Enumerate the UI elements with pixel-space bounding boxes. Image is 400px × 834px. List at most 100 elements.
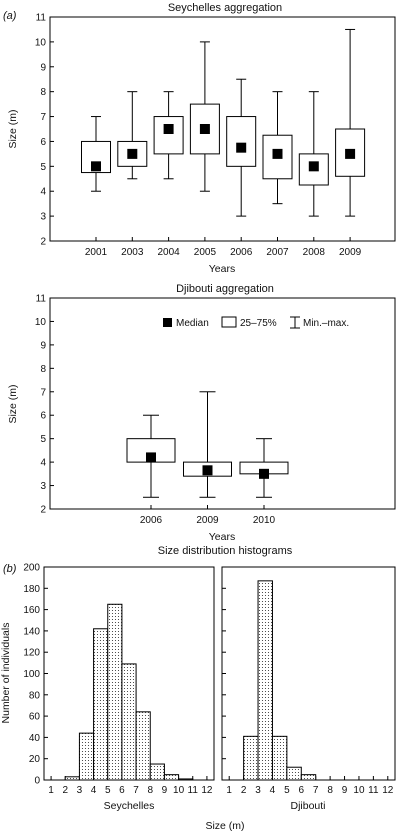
seychelles-hist-bar	[163, 774, 180, 781]
histograms-x-label: Size (m)	[205, 820, 244, 832]
seychelles-hist-y-tick-label: 200	[23, 563, 40, 574]
djibouti-y-tick-label: 7	[40, 387, 46, 398]
djibouti-hist-x-tick-label: 9	[342, 785, 348, 796]
seychelles-title: Seychelles aggregation	[168, 2, 282, 14]
seychelles-hist-y-tick-label: 0	[34, 776, 40, 787]
seychelles-plot-frame	[49, 16, 396, 242]
seychelles-hist-x-tick-label: 7	[133, 785, 139, 796]
djibouti-hist-bar	[300, 774, 317, 781]
djibouti-hist-bar	[257, 580, 273, 781]
djibouti-x-tick-label: 2006	[140, 515, 163, 526]
djibouti-hist-x-label: Djibouti	[290, 800, 325, 812]
djibouti-title: Djibouti aggregation	[176, 283, 274, 295]
seychelles-x-tick-label: 2003	[121, 247, 144, 258]
djibouti-hist-y-ticks	[222, 566, 226, 781]
seychelles-boxes	[81, 28, 366, 217]
seychelles-hist-y-tick-label: 20	[29, 754, 41, 765]
seychelles-y-tick-label: 11	[36, 13, 47, 24]
seychelles-x-tick-label: 2004	[157, 247, 180, 258]
seychelles-y-tick-label: 8	[40, 87, 46, 98]
djibouti-hist-bar	[286, 766, 302, 781]
seychelles-hist-bar	[93, 628, 109, 781]
djibouti-hist-bar	[271, 735, 288, 781]
djibouti-y-tick-label: 6	[40, 411, 46, 422]
seychelles-y-tick-label: 6	[40, 137, 46, 148]
seychelles-box	[153, 116, 184, 155]
djibouti-median-marker	[202, 465, 213, 476]
seychelles-hist-y-tick-label: 40	[29, 733, 41, 744]
seychelles-hist-x-tick-label: 1	[48, 785, 54, 796]
djibouti-hist-x-tick-label: 5	[284, 785, 290, 796]
djibouti-hist-x-tick-label: 7	[313, 785, 319, 796]
seychelles-hist-bar	[107, 603, 123, 781]
djibouti-hist-x-tick-label: 2	[241, 785, 247, 796]
djibouti-hist-x-tick-label: 6	[299, 785, 305, 796]
seychelles-hist-y-tick-label: 100	[23, 669, 40, 680]
seychelles-x-tick-label: 2006	[230, 247, 253, 258]
seychelles-hist-y-tick-label: 120	[23, 648, 40, 659]
seychelles-hist-y-tick-label: 160	[23, 605, 40, 616]
seychelles-y-label: Size (m)	[7, 109, 19, 148]
seychelles-hist-x-tick-label: 8	[147, 785, 153, 796]
seychelles-boxplot: Seychelles aggregation (a) 234567891011 …	[3, 2, 396, 275]
seychelles-median-marker	[236, 142, 247, 153]
seychelles-y-tick-label: 7	[40, 112, 46, 123]
djibouti-histogram: 1 2 3 4 5 6 7 8 9 10 11 12 Djibouti	[221, 566, 396, 812]
djibouti-boxes	[126, 391, 289, 498]
seychelles-hist-y-ticks: 0 20 40 60 80 100 120 140 160 180 200	[23, 563, 48, 787]
djibouti-y-tick-label: 2	[40, 505, 46, 516]
djibouti-hist-x-tick-label: 12	[382, 785, 394, 796]
seychelles-median-marker	[163, 124, 174, 134]
seychelles-hist-bars	[64, 603, 194, 781]
seychelles-hist-y-tick-label: 180	[23, 584, 40, 595]
seychelles-hist-bar	[121, 663, 137, 781]
djibouti-hist-x-tick-label: 3	[255, 785, 261, 796]
seychelles-y-tick-label: 4	[40, 187, 46, 198]
seychelles-x-tick-label: 2007	[266, 247, 289, 258]
seychelles-hist-x-tick-label: 6	[119, 785, 125, 796]
djibouti-y-tick-label: 5	[40, 434, 46, 445]
seychelles-y-tick-label: 5	[40, 162, 46, 173]
seychelles-hist-bar	[64, 776, 80, 781]
seychelles-box	[226, 116, 257, 167]
seychelles-hist-y-label: Number of individuals	[0, 623, 12, 724]
seychelles-hist-x-tick-label: 3	[77, 785, 83, 796]
seychelles-hist-x-tick-label: 11	[188, 785, 199, 796]
seychelles-median-marker	[127, 148, 138, 159]
seychelles-hist-bar	[149, 763, 165, 781]
djibouti-hist-x-tick-label: 11	[368, 785, 379, 796]
djibouti-median-marker	[146, 452, 156, 463]
legend-whisker-symbol	[290, 316, 300, 329]
djibouti-x-tick-label: 2009	[196, 515, 219, 526]
seychelles-x-tick-label: 2005	[194, 247, 217, 258]
djibouti-y-tick-label: 10	[35, 317, 47, 328]
panel-a-label: (a)	[3, 10, 17, 22]
seychelles-hist-y-tick-label: 80	[29, 690, 41, 701]
panel-b-label: (b)	[3, 563, 17, 575]
djibouti-y-tick-label: 3	[40, 481, 46, 492]
seychelles-x-label: Years	[209, 263, 235, 275]
seychelles-hist-bar	[135, 711, 151, 781]
djibouti-y-ticks: 2 3 4 5 6 7 8 9 10 11	[35, 294, 54, 516]
seychelles-hist-x-tick-label: 2	[62, 785, 68, 796]
djibouti-hist-bars	[243, 580, 317, 781]
legend-median-label: Median	[176, 318, 209, 329]
seychelles-y-tick-label: 3	[40, 212, 46, 223]
seychelles-hist-x-tick-label: 5	[105, 785, 111, 796]
djibouti-y-tick-label: 8	[40, 364, 46, 375]
seychelles-median-marker	[199, 124, 210, 134]
legend-median-symbol	[163, 318, 172, 327]
djibouti-median-marker	[259, 468, 269, 479]
seychelles-hist-bar	[178, 778, 194, 781]
djibouti-y-label: Size (m)	[7, 384, 19, 423]
seychelles-median-marker	[345, 148, 356, 159]
djibouti-y-tick-label: 4	[40, 458, 46, 469]
seychelles-hist-x-tick-label: 9	[162, 785, 168, 796]
seychelles-y-tick-label: 2	[40, 237, 46, 248]
djibouti-hist-x-tick-label: 1	[226, 785, 232, 796]
seychelles-y-tick-label: 10	[35, 37, 47, 48]
seychelles-hist-bar	[78, 732, 95, 781]
djibouti-plot-frame	[49, 297, 396, 510]
